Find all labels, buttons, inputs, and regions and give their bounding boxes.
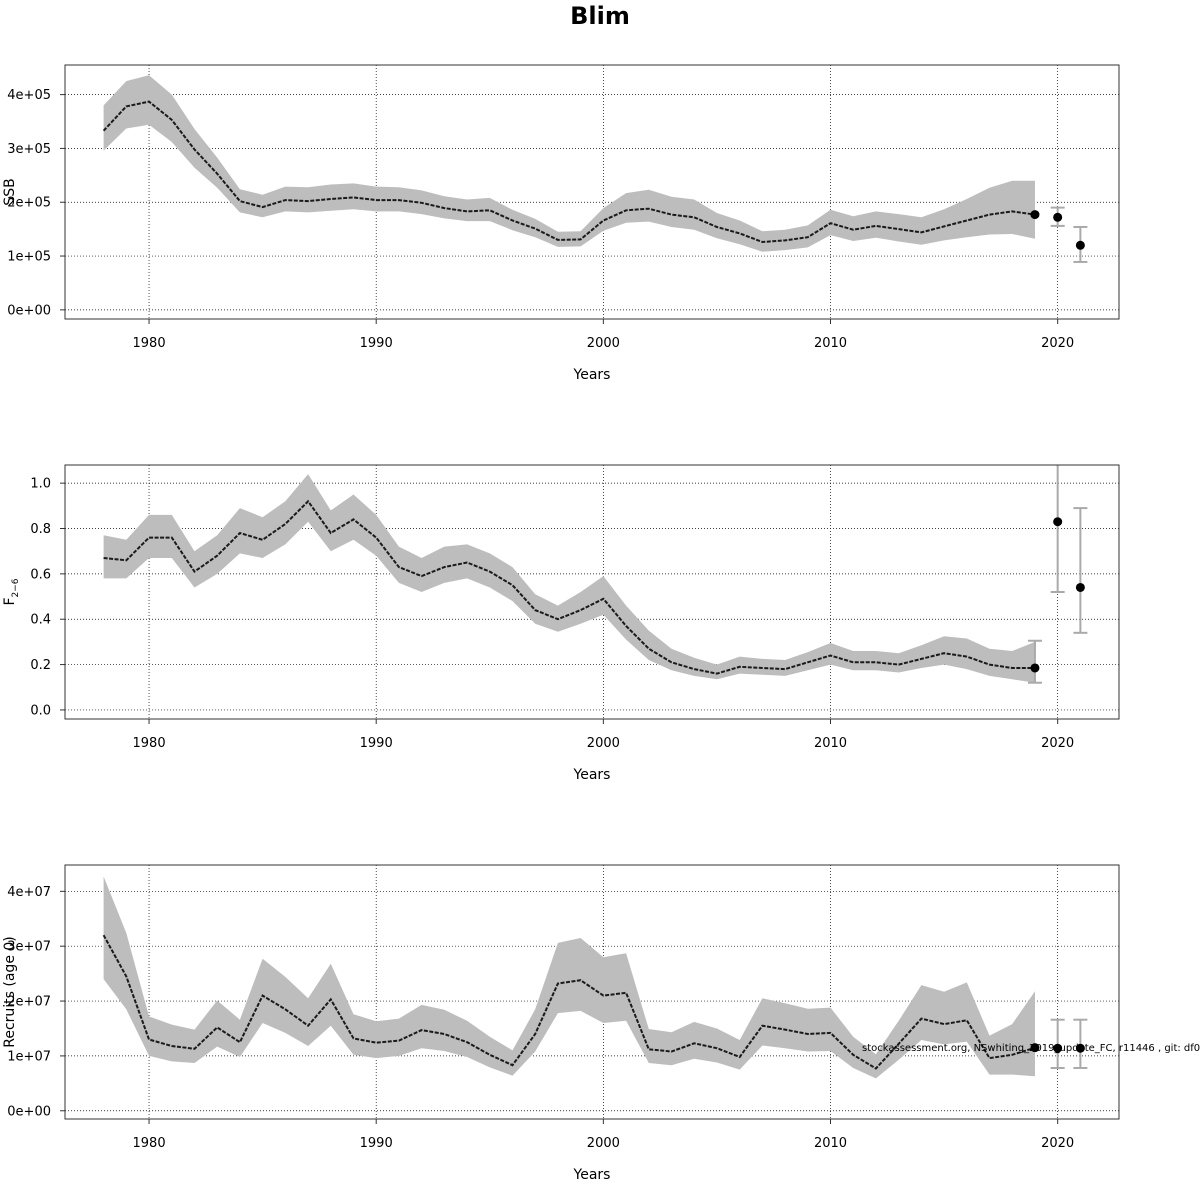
x-tick-label: 2000 xyxy=(587,736,620,751)
plot-frame xyxy=(64,464,1120,720)
forecast-point xyxy=(1053,212,1063,222)
y-tick-label: 2e+05 xyxy=(7,196,51,211)
y-tick-label: 2e+07 xyxy=(7,995,51,1010)
y-tick-label: 0.2 xyxy=(30,658,51,673)
y-tick-label: 0.4 xyxy=(30,613,51,628)
forecast-point xyxy=(1075,582,1085,592)
plot-frame xyxy=(64,864,1120,1120)
panels: 1980 1990 2000 2010 2020 0e+00 1e+05 2e+05 3e+05… xyxy=(2,64,1120,1183)
forecast-point xyxy=(1053,1043,1063,1053)
panel-2: 1980 1990 2000 2010 2020 0.0 0.2 0.4 0.6 0.8 1.0 Ye… xyxy=(2,464,1120,783)
y-tick-label: 3e+05 xyxy=(7,142,51,157)
x-tick-label: 2020 xyxy=(1041,736,1074,751)
forecast-point xyxy=(1030,1043,1040,1053)
x-tick-label: 2000 xyxy=(587,336,620,351)
x-tick-label: 1980 xyxy=(133,336,166,351)
y-axis-label: SSB xyxy=(2,178,18,205)
y-tick-label: 1e+05 xyxy=(7,250,51,265)
y-tick-label: 0.8 xyxy=(30,522,51,537)
x-tick-label: 2020 xyxy=(1041,336,1074,351)
y-axis-label-main: F xyxy=(2,597,18,605)
plot-frame xyxy=(64,64,1120,320)
y-axis-label: F2−6 xyxy=(2,578,21,605)
chart-title: Blim xyxy=(570,2,630,30)
y-axis-label-subscript: 2−6 xyxy=(11,578,21,597)
forecast-point xyxy=(1030,210,1040,220)
estimate-line xyxy=(102,934,1036,1070)
confidence-band xyxy=(103,75,1036,252)
x-tick-label: 2010 xyxy=(814,1136,847,1151)
x-tick-label: 1980 xyxy=(133,736,166,751)
forecast-point xyxy=(1053,517,1063,527)
forecast-point xyxy=(1075,240,1085,250)
x-tick-label: 2020 xyxy=(1041,1136,1074,1151)
x-axis-label: Years xyxy=(573,367,611,383)
confidence-band xyxy=(103,876,1036,1079)
credit-text: stockassessment.org, NSwhiting_2019_upda… xyxy=(862,1043,1200,1054)
y-tick-label: 3e+07 xyxy=(7,940,51,955)
x-tick-label: 1980 xyxy=(133,1136,166,1151)
panel-3: 1980 1990 2000 2010 2020 0e+00 1e+07 2e+07 3e+07… xyxy=(2,864,1120,1183)
x-tick-label: 1990 xyxy=(360,1136,393,1151)
estimate-line xyxy=(102,100,1036,244)
y-axis-label: Recruits (age 0) xyxy=(2,936,18,1048)
confidence-band xyxy=(103,474,1036,683)
y-tick-label: 1e+07 xyxy=(7,1049,51,1064)
forecast-point xyxy=(1030,663,1040,673)
x-tick-label: 2010 xyxy=(814,736,847,751)
estimate-line xyxy=(103,499,1035,675)
x-tick-label: 1990 xyxy=(360,736,393,751)
y-tick-label: 0e+00 xyxy=(7,1104,51,1119)
y-tick-label: 0e+00 xyxy=(7,303,51,318)
x-tick-label: 2010 xyxy=(814,336,847,351)
panel-1: 1980 1990 2000 2010 2020 0e+00 1e+05 2e+05 3e+05… xyxy=(2,64,1120,383)
x-tick-label: 2000 xyxy=(587,1136,620,1151)
y-tick-label: 4e+05 xyxy=(7,88,51,103)
y-tick-label: 0.6 xyxy=(30,567,51,582)
y-tick-label: 1.0 xyxy=(30,477,51,492)
y-tick-label: 4e+07 xyxy=(7,885,51,900)
forecast-point xyxy=(1075,1043,1085,1053)
x-axis-label: Years xyxy=(573,1167,611,1183)
x-tick-label: 1990 xyxy=(360,336,393,351)
y-tick-label: 0.0 xyxy=(30,703,51,718)
x-axis-label: Years xyxy=(573,767,611,783)
